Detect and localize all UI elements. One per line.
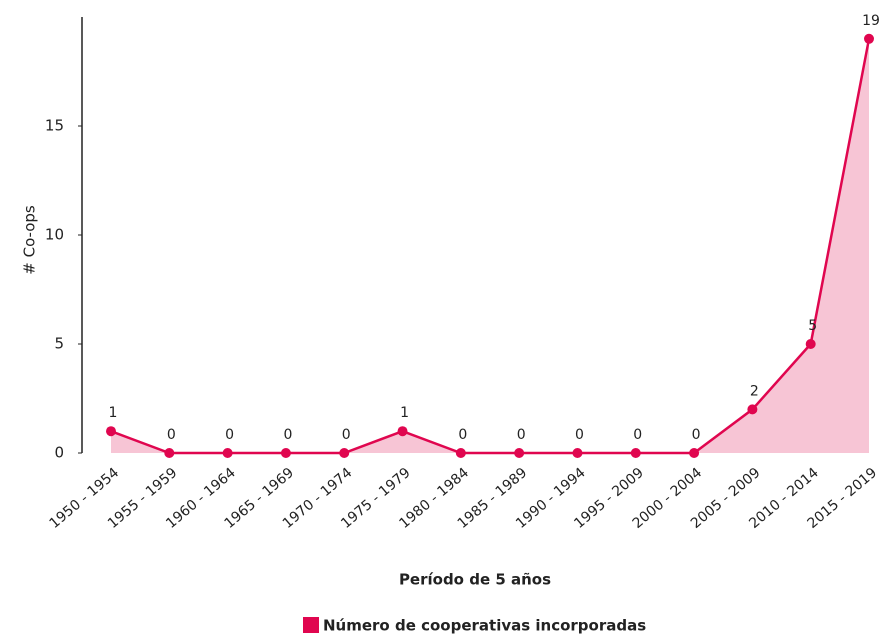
- data-label: 1: [109, 405, 118, 421]
- data-label: 2: [750, 383, 759, 399]
- data-label: 19: [862, 13, 880, 29]
- point: [106, 426, 116, 437]
- y-axis-title: # Co-ops: [21, 205, 39, 275]
- data-label: 0: [225, 427, 234, 443]
- data-label: 0: [283, 427, 292, 443]
- point: [630, 448, 641, 458]
- legend-label: Número de cooperativas incorporadas: [323, 617, 646, 634]
- point: [572, 448, 583, 458]
- data-label: 1: [400, 405, 409, 421]
- data-label: 0: [342, 427, 351, 443]
- point: [455, 448, 466, 458]
- data-label: 0: [575, 427, 584, 443]
- y-tick-label: 15: [45, 117, 64, 135]
- point: [339, 448, 350, 458]
- point: [864, 33, 874, 44]
- data-label: 0: [692, 427, 701, 443]
- data-label: 5: [808, 318, 817, 334]
- line: [110, 38, 871, 455]
- y-tick-label: 5: [54, 335, 64, 353]
- point: [514, 448, 525, 458]
- point: [747, 404, 758, 415]
- data-label: 0: [458, 427, 467, 443]
- point: [805, 339, 816, 349]
- point: [280, 448, 291, 458]
- point: [164, 448, 175, 458]
- data-label: 0: [633, 427, 642, 443]
- point: [397, 426, 408, 437]
- point: [222, 448, 233, 458]
- y-tick-label: 10: [45, 226, 64, 244]
- area: [111, 38, 869, 454]
- point: [689, 448, 700, 458]
- y-tick-label: 0: [54, 444, 64, 462]
- legend-swatch: [303, 617, 319, 633]
- x-axis-title: Período de 5 años: [399, 571, 551, 589]
- data-label: 0: [167, 427, 176, 443]
- data-label: 0: [517, 427, 526, 443]
